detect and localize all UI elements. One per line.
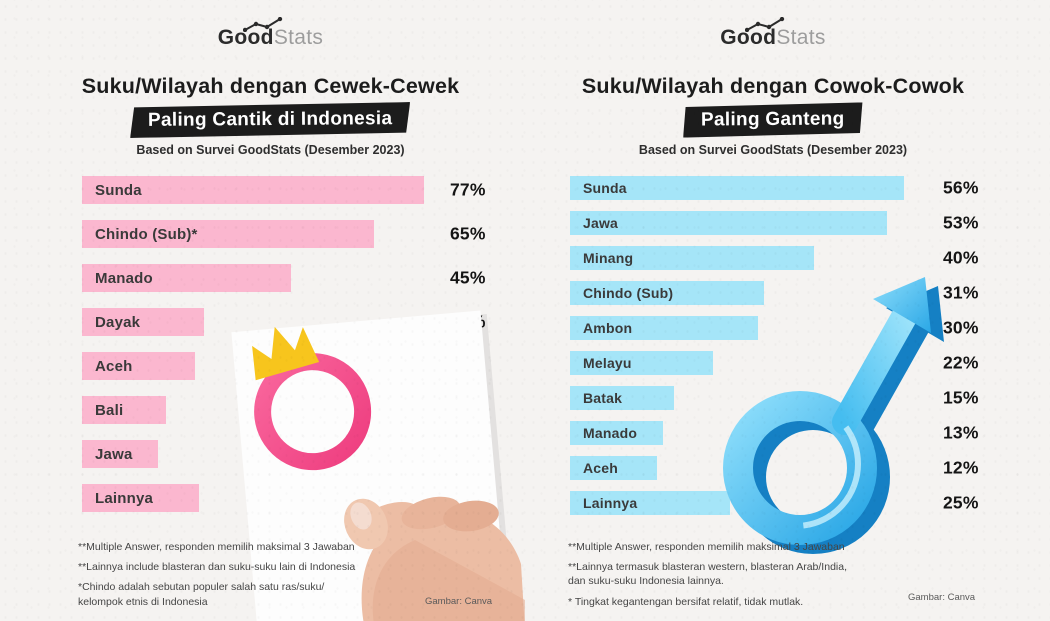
logo-text-good: Good [720,26,777,49]
bar: Aceh [82,352,195,380]
footnote: **Lainnya termasuk blasteran western, bl… [568,561,847,588]
bar-label: Minang [583,250,634,266]
bar-label: Jawa [95,445,133,463]
chart-title-highlight: Paling Ganteng [683,102,863,137]
bar-label: Lainnya [95,489,154,507]
logo-text-stats: Stats [273,26,324,49]
bar-row: Sunda 77% [82,176,525,204]
logo-text-stats: Stats [776,26,826,49]
bar: Ambon [570,316,758,340]
bar-row: Bali15% [82,396,525,424]
bar-label: Bali [95,401,124,419]
bar-label: Aceh [95,357,133,375]
chart-title: Suku/Wilayah dengan Cewek-Cewek [81,74,460,98]
bar-row: Minang 40% [570,246,1038,270]
bar: Sunda [570,176,904,200]
bar-label: Chindo (Sub)* [95,225,198,243]
bar: Lainnya [570,491,730,515]
chart-title-highlight: Paling Cantik di Indonesia [130,102,411,138]
goodstats-logo: GoodStats [16,17,525,50]
bar-label: Aceh [583,460,619,476]
bar-row: Sunda 56% [570,176,1038,200]
footnote: **Lainnya include blasteran dan suku-suk… [78,561,356,574]
bar-label: Batak [583,390,623,406]
bar-value: 31% [943,282,979,303]
image-credit: Gambar: Canva [908,592,976,603]
bar-label: Chindo (Sub) [583,285,674,301]
bar: Minang [570,246,814,270]
bar-row: Chindo (Sub) 31% [570,281,1038,305]
bar-value: 56% [943,177,979,198]
bar-row: Manado 13% [570,421,1038,445]
bar-value: 15% [943,387,979,408]
bar-value: 25% [943,492,979,513]
goodstats-logo: GoodStats [508,17,1038,50]
bar-value: 65% [450,223,486,244]
footnotes: **Multiple Answer, responden memilih mak… [78,540,408,615]
bar: Chindo (Sub) [570,281,764,305]
bar: Jawa [570,211,887,235]
image-credit: Gambar: Canva [425,596,493,607]
bar-label: Sunda [95,181,142,199]
female-symbol-illustration [231,310,525,621]
bar-row: Jawa 53% [570,211,1038,235]
bar-row: Chindo (Sub)* 65% [82,220,525,248]
bar-value: 13% [943,422,979,443]
bar-value: 12% [943,457,979,478]
bar-label: Dayak [95,313,141,331]
hand [344,496,525,621]
bar: Manado [82,264,291,292]
bar-label: Lainnya [583,495,638,511]
bar-label: Jawa [583,215,619,231]
bar: Sunda [82,176,424,204]
bar-value: 40% [943,247,979,268]
bar-row: Batak 15% [570,386,1038,410]
bar-label: Melayu [583,355,632,371]
footnotes: **Multiple Answer, responden memilih mak… [568,540,998,615]
bar-row: Manado 45% [82,264,525,292]
logo-text-good: Good [217,26,274,49]
chart-subtitle: Based on Survei GoodStats (Desember 2023… [638,143,908,157]
bar: Bali [82,396,166,424]
bar-value: 22% [943,352,979,373]
logo-trend-line-icon [745,17,785,32]
bar-value: 53% [943,212,979,233]
bar-chart: Sunda 56% Jawa 53% Minang 40% Chindo (Sub) 31% A… [570,176,1038,526]
bar: Aceh [570,456,657,480]
bar-row: Melayu 22% [570,351,1038,375]
chart-title: Suku/Wilayah dengan Cowok-Cowok [581,74,965,98]
bar: Jawa [82,440,158,468]
bar: Batak [570,386,674,410]
bar: Manado [570,421,663,445]
bar-label: Ambon [583,320,633,336]
bar-row: Aceh 12% [570,456,1038,480]
footnote: *Chindo adalah sebutan populer salah sat… [78,581,325,608]
bar-row: Jawa13% [82,440,525,468]
bar: Lainnya [82,484,199,512]
bar-label: Manado [583,425,638,441]
footnote: **Multiple Answer, responden memilih mak… [568,541,845,553]
footnote: * Tingkat kegantengan bersifat relatif, … [568,595,804,608]
panel-cowok-ganteng: GoodStats Suku/Wilayah dengan Cowok-Cowo… [508,0,1038,621]
chart-subtitle: Based on Survei GoodStats (Desember 2023… [136,143,405,157]
logo-trend-line-icon [242,17,282,32]
panel-cewek-cantik: GoodStats Suku/Wilayah dengan Cewek-Cewe… [16,0,525,621]
bar-label: Sunda [583,180,627,196]
mars-symbol-icon [723,277,944,554]
bar-value: 45% [450,267,486,288]
bar-value: 30% [943,317,979,338]
bar-row: Lainnya 25% [570,491,1038,515]
footnote: **Multiple Answer, responden memilih mak… [78,541,355,553]
bar-label: Manado [95,269,153,287]
bar-row: Ambon 30% [570,316,1038,340]
bar: Dayak [82,308,204,336]
bar: Chindo (Sub)* [82,220,374,248]
crown-icon [252,326,320,381]
bar: Melayu [570,351,713,375]
bar-value: 77% [450,179,486,200]
